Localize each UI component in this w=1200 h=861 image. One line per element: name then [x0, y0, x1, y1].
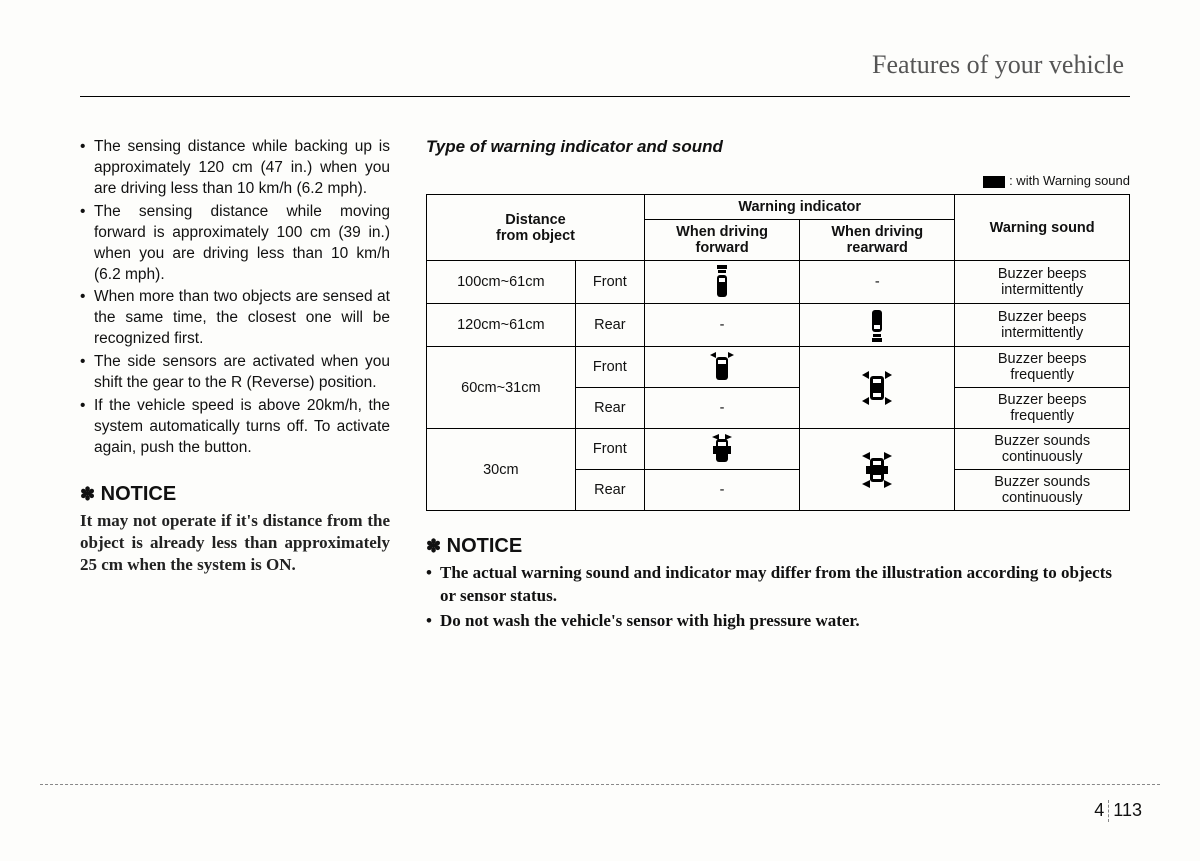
cell-pos: Front	[575, 429, 644, 470]
footer-rule	[40, 784, 1160, 785]
car-front-far-icon	[711, 265, 733, 299]
cell-sound: Buzzer beeps intermittently	[955, 304, 1130, 347]
notice-body-right: The actual warning sound and indicator m…	[426, 562, 1130, 633]
cell-pos: Rear	[575, 304, 644, 347]
left-column: The sensing distance while backing up is…	[80, 137, 390, 635]
bullet-item: When more than two objects are sensed at…	[80, 287, 390, 350]
car-rear-mid-icon	[858, 369, 896, 407]
legend-swatch	[983, 176, 1005, 188]
car-rear-far-icon	[866, 308, 888, 342]
cell-fwd-icon	[645, 347, 800, 388]
cell-pos: Front	[575, 347, 644, 388]
cell-rwd-icon	[800, 304, 955, 347]
cell-sound: Buzzer beeps frequently	[955, 347, 1130, 388]
th-sound: Warning sound	[955, 195, 1130, 261]
bullet-item: The sensing distance while moving forwar…	[80, 202, 390, 286]
header-rule	[80, 96, 1130, 97]
cell-rwd-icon	[800, 429, 955, 511]
table-heading: Type of warning indicator and sound	[426, 137, 1130, 157]
th-forward: When driving forward	[645, 220, 800, 261]
table-row: 100cm~61cm Front - Buzzer beeps intermit…	[427, 261, 1130, 304]
car-front-mid-icon	[707, 352, 737, 382]
warning-table: Distance from object Warning indicator W…	[426, 194, 1130, 511]
cell-rwd: -	[800, 261, 955, 304]
table-row: 30cm Front	[427, 429, 1130, 470]
notice-heading: ✽ NOTICE	[80, 483, 390, 506]
notice-bullet: The actual warning sound and indicator m…	[426, 562, 1130, 608]
cell-sound: Buzzer sounds continuously	[955, 429, 1130, 470]
cell-fwd: -	[645, 388, 800, 429]
cell-pos: Front	[575, 261, 644, 304]
table-row: 60cm~31cm Front	[427, 347, 1130, 388]
bullet-item: The side sensors are activated when you …	[80, 352, 390, 394]
notice-body: It may not operate if it's distance from…	[80, 510, 390, 576]
car-front-near-icon	[707, 434, 737, 464]
cell-sound: Buzzer beeps intermittently	[955, 261, 1130, 304]
cell-distance: 120cm~61cm	[427, 304, 576, 347]
cell-pos: Rear	[575, 388, 644, 429]
page-number: 4113	[1094, 800, 1142, 822]
th-distance: Distance from object	[427, 195, 645, 261]
cell-fwd-icon	[645, 429, 800, 470]
notice-heading-right: ✽ NOTICE	[426, 535, 1130, 558]
cell-pos: Rear	[575, 470, 644, 511]
table-row: 120cm~61cm Rear - Buzzer beeps intermitt…	[427, 304, 1130, 347]
right-column: Type of warning indicator and sound : wi…	[426, 137, 1130, 635]
cell-sound: Buzzer sounds continuously	[955, 470, 1130, 511]
bullet-list: The sensing distance while backing up is…	[80, 137, 390, 459]
legend: : with Warning sound	[426, 173, 1130, 188]
cell-distance: 30cm	[427, 429, 576, 511]
cell-fwd: -	[645, 470, 800, 511]
th-indicator: Warning indicator	[645, 195, 955, 220]
bullet-item: If the vehicle speed is above 20km/h, th…	[80, 396, 390, 459]
cell-rwd-icon	[800, 347, 955, 429]
cell-distance: 60cm~31cm	[427, 347, 576, 429]
cell-distance: 100cm~61cm	[427, 261, 576, 304]
car-rear-near-icon	[857, 450, 897, 490]
notice-bullet: Do not wash the vehicle's sensor with hi…	[426, 610, 1130, 633]
th-rearward: When driving rearward	[800, 220, 955, 261]
cell-sound: Buzzer beeps frequently	[955, 388, 1130, 429]
cell-fwd: -	[645, 304, 800, 347]
bullet-item: The sensing distance while backing up is…	[80, 137, 390, 200]
section-title: Features of your vehicle	[80, 50, 1130, 86]
cell-fwd-icon	[645, 261, 800, 304]
